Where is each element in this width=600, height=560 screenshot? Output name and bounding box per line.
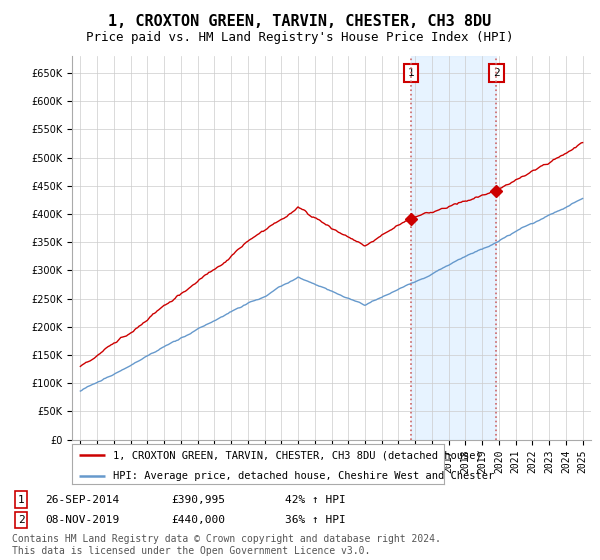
Text: 08-NOV-2019: 08-NOV-2019	[45, 515, 119, 525]
Text: 36% ↑ HPI: 36% ↑ HPI	[285, 515, 346, 525]
Text: 1, CROXTON GREEN, TARVIN, CHESTER, CH3 8DU: 1, CROXTON GREEN, TARVIN, CHESTER, CH3 8…	[109, 14, 491, 29]
Text: 1: 1	[407, 68, 415, 78]
Text: 26-SEP-2014: 26-SEP-2014	[45, 494, 119, 505]
Text: HPI: Average price, detached house, Cheshire West and Chester: HPI: Average price, detached house, Ches…	[113, 470, 494, 480]
Text: £390,995: £390,995	[171, 494, 225, 505]
Text: 1: 1	[17, 494, 25, 505]
Text: 2: 2	[17, 515, 25, 525]
Text: £440,000: £440,000	[171, 515, 225, 525]
Text: 42% ↑ HPI: 42% ↑ HPI	[285, 494, 346, 505]
Bar	[411, 56, 496, 440]
Text: 1, CROXTON GREEN, TARVIN, CHESTER, CH3 8DU (detached house): 1, CROXTON GREEN, TARVIN, CHESTER, CH3 8…	[113, 450, 482, 460]
Text: Contains HM Land Registry data © Crown copyright and database right 2024.
This d: Contains HM Land Registry data © Crown c…	[12, 534, 441, 556]
Text: 2: 2	[493, 68, 500, 78]
Text: Price paid vs. HM Land Registry's House Price Index (HPI): Price paid vs. HM Land Registry's House …	[86, 31, 514, 44]
